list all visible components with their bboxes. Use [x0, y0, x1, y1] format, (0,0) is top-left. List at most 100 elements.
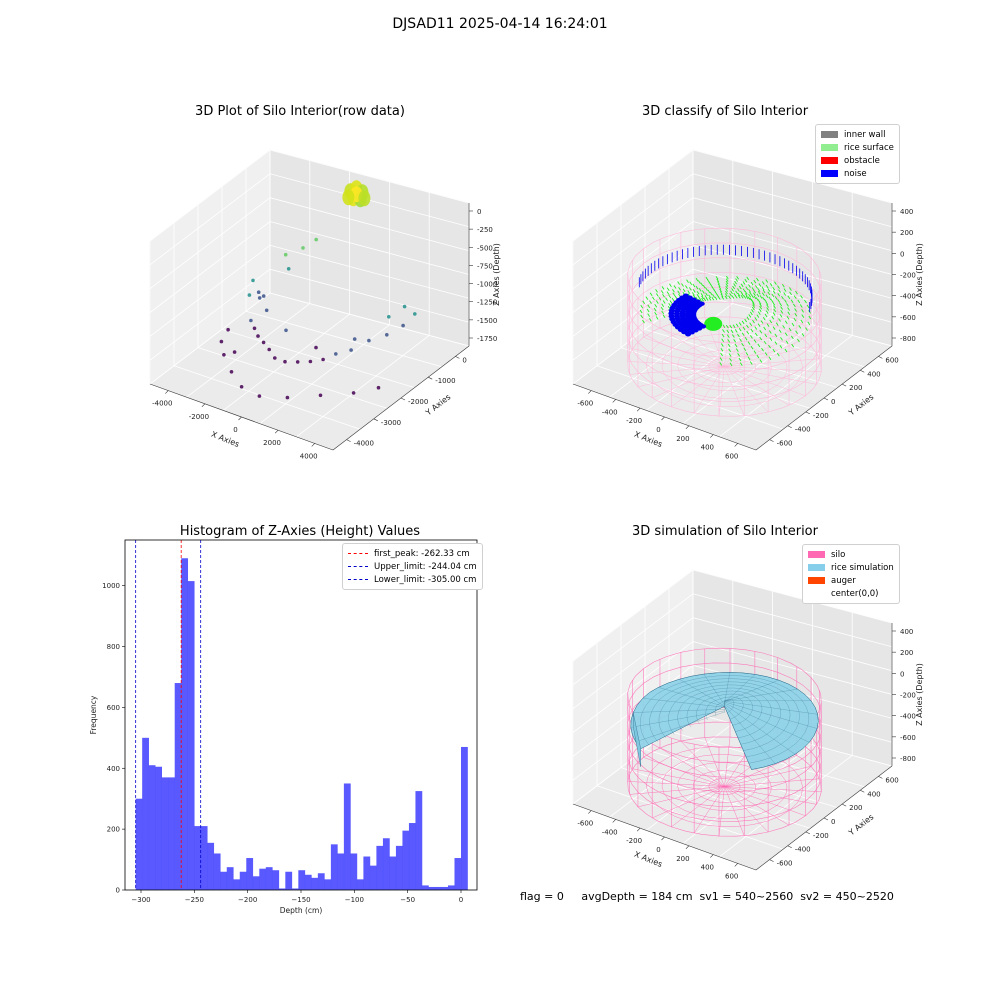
- rice-point: [748, 314, 752, 318]
- rice-point: [705, 287, 708, 291]
- x-tick-label: -600: [577, 820, 593, 828]
- rice-point: [789, 287, 792, 291]
- x-tick: [661, 416, 665, 421]
- rice-point: [761, 286, 765, 290]
- silo-floor-ring: [708, 358, 741, 375]
- wall-grid-line: [572, 149, 893, 242]
- rice-point: [764, 313, 768, 318]
- rice-point: [790, 299, 794, 303]
- x-tick: [238, 416, 242, 421]
- rice-point: [744, 291, 748, 295]
- x-tick-label: -4000: [152, 400, 172, 408]
- rice-point: [753, 295, 757, 300]
- y-tick: [373, 418, 378, 422]
- rice-point: [763, 326, 767, 331]
- x-tick-label: −150: [291, 896, 310, 904]
- y-tick-label: -200: [813, 832, 829, 840]
- rice-point: [665, 297, 668, 301]
- rice-point: [804, 299, 807, 304]
- rice-point: [719, 357, 723, 361]
- rice-point: [768, 344, 771, 349]
- rice-point: [698, 288, 702, 292]
- rice-point: [776, 352, 780, 357]
- rice-point: [777, 299, 781, 303]
- rice-point: [732, 324, 736, 328]
- legend-label: center(0,0): [831, 588, 879, 599]
- rice-point: [772, 326, 776, 330]
- rice-point: [753, 339, 757, 343]
- z-tick-label: -750: [477, 262, 493, 270]
- rice-mesh-line: [724, 688, 798, 702]
- scatter-point: [226, 327, 230, 332]
- histogram-bar: [389, 856, 397, 890]
- y-tick: [878, 776, 883, 779]
- silo-floor-ring: [693, 350, 756, 383]
- rice-point: [739, 362, 743, 366]
- wall-grid-line: [572, 268, 893, 361]
- rice-point: [786, 303, 789, 307]
- rice-point: [765, 294, 769, 298]
- rice-point: [758, 308, 762, 313]
- rice-point: [752, 304, 755, 308]
- rice-point: [787, 307, 790, 311]
- y-tick-label: -400: [795, 846, 811, 854]
- rice-point: [798, 325, 802, 329]
- rice-point: [762, 317, 766, 321]
- rice-point: [696, 291, 700, 295]
- silo-floor-spoke: [724, 766, 812, 787]
- noise-point: [685, 332, 692, 337]
- scatter-point: [267, 347, 272, 352]
- y-tick: [787, 845, 792, 849]
- rice-point: [729, 324, 733, 329]
- rice-point: [677, 290, 681, 294]
- y-tick-label: -200: [813, 412, 829, 420]
- histogram-bar: [408, 823, 416, 890]
- y-tick-label: 600: [107, 704, 120, 712]
- rice-point: [772, 286, 776, 291]
- rice-point: [724, 295, 728, 300]
- rice-point: [800, 295, 803, 299]
- rice-point: [747, 296, 751, 300]
- rice-point: [764, 333, 768, 338]
- rice-point: [745, 352, 749, 356]
- rice-point: [708, 294, 712, 299]
- legend-item-upper-limit: Upper_limit: -244.04 cm: [348, 560, 477, 573]
- rice-point: [757, 323, 761, 327]
- rice-point: [761, 281, 765, 285]
- rice-point: [728, 353, 732, 357]
- rice-point: [766, 323, 770, 327]
- rice-point: [692, 289, 696, 293]
- x-tick-label: −200: [238, 896, 257, 904]
- z-tick-label: 0: [900, 670, 904, 678]
- rice-point: [748, 293, 751, 298]
- x-tick: [661, 836, 665, 841]
- histogram-bar: [239, 871, 247, 890]
- histogram-bar: [298, 870, 306, 890]
- rice-point: [764, 352, 768, 356]
- histogram-bar: [207, 842, 215, 890]
- rice-point: [768, 356, 772, 360]
- histogram-bar: [252, 876, 260, 890]
- legend-label: inner wall: [844, 129, 886, 140]
- silo-floor-spoke: [643, 757, 725, 787]
- scatter-plot-title: 3D Plot of Silo Interior(row data): [195, 104, 405, 119]
- floor-grid-line: [221, 329, 415, 388]
- rice-point: [742, 281, 746, 285]
- x-tick-label: -200: [626, 837, 642, 845]
- rice-point: [649, 300, 652, 304]
- rice-point: [768, 330, 772, 334]
- legend-label: rice surface: [844, 142, 894, 153]
- rice-point: [743, 295, 747, 299]
- z-tick-label: 0: [477, 208, 481, 216]
- rice-point: [726, 334, 730, 338]
- classify-legend: inner wall rice surface obstacle noise: [815, 124, 900, 184]
- rice-point: [714, 296, 718, 301]
- histogram-bar: [246, 858, 254, 890]
- rice-point: [755, 297, 759, 301]
- rice-point: [678, 286, 681, 291]
- rice-point: [786, 316, 790, 320]
- legend-item-silo: silo: [808, 548, 894, 561]
- z-tick-label: -1500: [477, 317, 497, 325]
- y-tick-label: 0: [116, 887, 120, 895]
- rice-point: [751, 309, 754, 313]
